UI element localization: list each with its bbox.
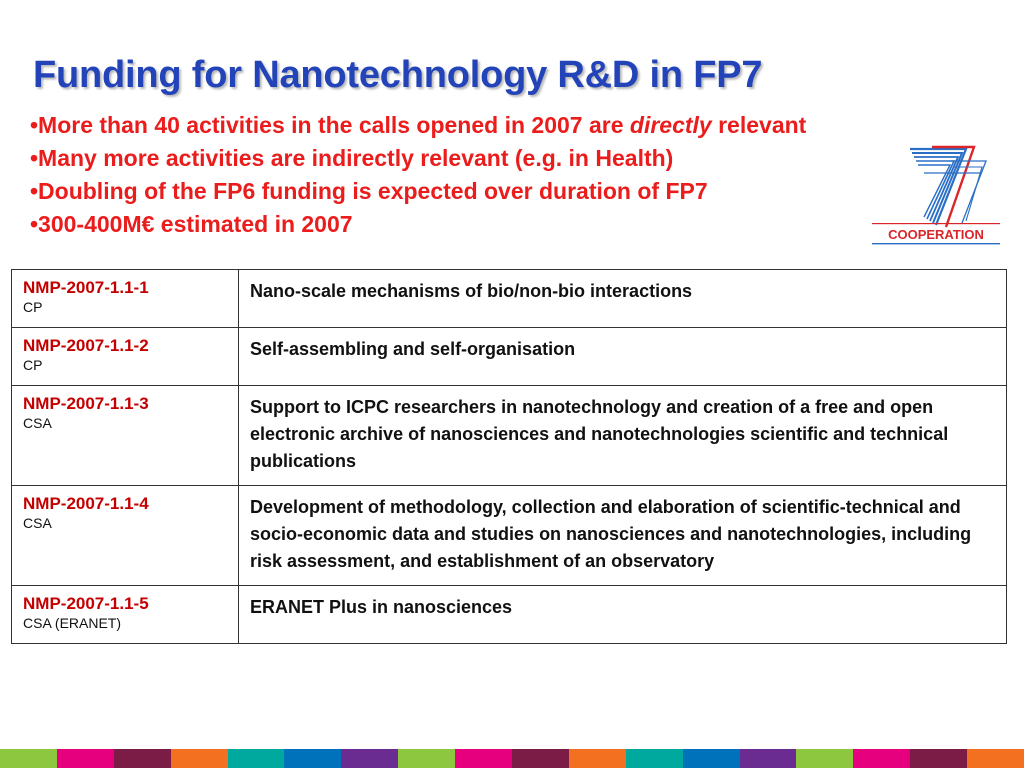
footer-color-segment [113,749,171,768]
call-code: NMP-2007-1.1-1 [23,278,149,297]
table-row: NMP-2007-1.1-3 CSA Support to ICPC resea… [11,385,1007,486]
call-description: ERANET Plus in nanosciences [250,597,513,617]
bullet-list: •More than 40 activities in the calls op… [30,111,806,243]
call-code: NMP-2007-1.1-3 [23,394,149,413]
fp7-cooperation-logo: COOPERATION [872,145,1000,245]
footer-color-segment [170,749,228,768]
call-code-cell: NMP-2007-1.1-1 CP [11,269,239,328]
footer-color-segment [568,749,626,768]
footer-color-segment [398,749,456,768]
footer-color-segment [512,749,569,768]
fp7-seven-icon [910,145,987,228]
call-code-cell: NMP-2007-1.1-2 CP [11,327,239,386]
call-description-cell: Nano-scale mechanisms of bio/non-bio int… [238,269,1007,328]
table-row: NMP-2007-1.1-2 CP Self-assembling and se… [11,327,1007,386]
call-type: CSA [23,415,52,431]
call-type: CP [23,299,43,315]
call-description-cell: ERANET Plus in nanosciences [238,585,1007,644]
bullet-item: •300-400M€ estimated in 2007 [30,211,353,237]
call-code-cell: NMP-2007-1.1-5 CSA (ERANET) [11,585,239,644]
footer-color-segment [625,749,683,768]
table-row: NMP-2007-1.1-5 CSA (ERANET) ERANET Plus … [11,585,1007,644]
footer-color-segment [853,749,911,768]
footer-color-segment [682,749,740,768]
call-description: Support to ICPC researchers in nanotechn… [250,397,949,471]
table-row: NMP-2007-1.1-1 CP Nano-scale mechanisms … [11,269,1007,328]
calls-table: NMP-2007-1.1-1 CP Nano-scale mechanisms … [11,269,1007,644]
call-description-cell: Development of methodology, collection a… [238,485,1007,586]
footer-color-segment [739,749,797,768]
call-type: CSA (ERANET) [23,615,122,631]
footer-color-segment [910,749,968,768]
call-code: NMP-2007-1.1-5 [23,594,149,613]
call-description: Nano-scale mechanisms of bio/non-bio int… [250,281,693,301]
call-description: Development of methodology, collection a… [250,497,972,571]
call-type: CP [23,357,43,373]
bullet-item: •Many more activities are indirectly rel… [30,145,674,171]
footer-color-segment [455,749,513,768]
table-row: NMP-2007-1.1-4 CSA Development of method… [11,485,1007,586]
call-description: Self-assembling and self-organisation [250,339,576,359]
slide-title: Funding for Nanotechnology R&D in FP7 [33,54,763,96]
call-code-cell: NMP-2007-1.1-3 CSA [11,385,239,486]
call-description-cell: Support to ICPC researchers in nanotechn… [238,385,1007,486]
footer-color-bar [0,749,1024,768]
footer-color-segment [967,749,1024,768]
logo-text: COOPERATION [888,227,984,242]
call-code: NMP-2007-1.1-4 [23,494,149,513]
bullet-item: •Doubling of the FP6 funding is expected… [30,178,708,204]
bullet-item: •More than 40 activities in the calls op… [30,112,807,138]
call-type: CSA [23,515,52,531]
call-code-cell: NMP-2007-1.1-4 CSA [11,485,239,586]
call-description-cell: Self-assembling and self-organisation [238,327,1007,386]
footer-color-segment [56,749,114,768]
footer-color-segment [796,749,854,768]
footer-color-segment [341,749,399,768]
footer-color-segment [284,749,342,768]
footer-color-segment [0,749,57,768]
footer-color-segment [227,749,285,768]
call-code: NMP-2007-1.1-2 [23,336,149,355]
